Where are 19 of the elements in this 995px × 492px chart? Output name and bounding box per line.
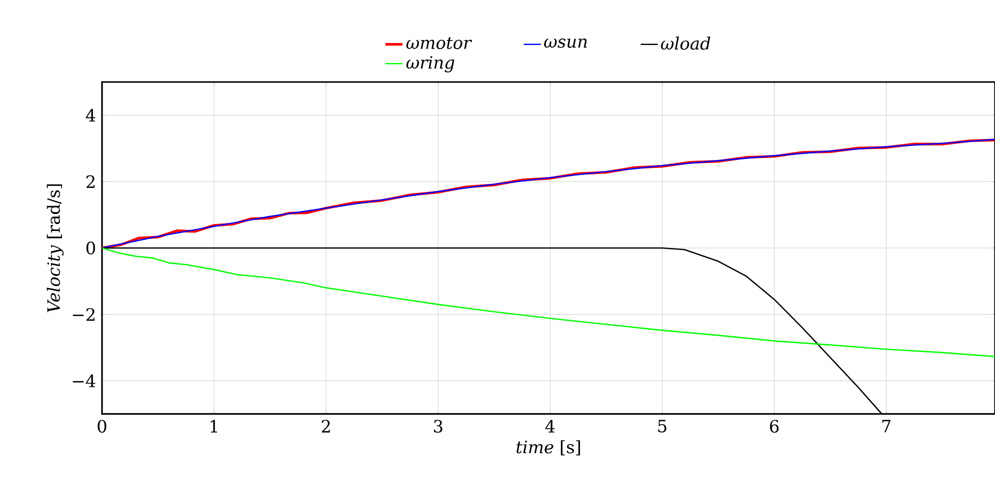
legend-label: ωload <box>660 36 710 50</box>
legend-label: ωsun <box>544 38 587 48</box>
x-tick-label: 5 <box>658 420 666 432</box>
y-axis-title: Velocity [rad/s] <box>46 184 64 312</box>
x-tick-label: 0 <box>98 420 106 433</box>
x-tick-label: 6 <box>770 420 779 433</box>
y-tick-label: 4 <box>86 108 96 122</box>
x-axis-title: time [s] <box>516 440 580 456</box>
x-tick-label: 1 <box>210 420 218 432</box>
y-tick-label: −2 <box>72 308 94 321</box>
x-tick-label: 3 <box>434 420 442 433</box>
x-tick-label: 7 <box>882 420 890 432</box>
x-tick-label: 4 <box>545 420 555 432</box>
x-tick-label: 2 <box>322 420 330 432</box>
y-tick-label: 0 <box>86 242 96 254</box>
legend-label: ωmotor <box>406 37 472 50</box>
y-tick-label: 2 <box>86 175 94 188</box>
legend-label: ωring <box>406 56 454 72</box>
y-tick-label: −4 <box>72 374 96 388</box>
